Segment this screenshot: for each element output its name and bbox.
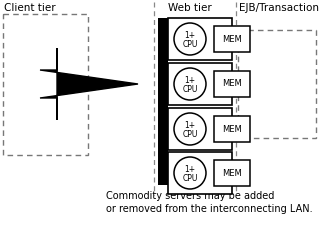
Text: Client tier: Client tier [4,3,56,13]
Bar [158,18,168,185]
Bar [168,108,232,150]
Text: EJB/Transaction tier: EJB/Transaction tier [239,3,320,13]
Circle shape [174,68,206,100]
Text: MEM: MEM [222,125,242,134]
Text: 1+
CPU: 1+ CPU [182,121,198,139]
Circle shape [174,113,206,145]
Bar [214,26,250,52]
Bar [3,14,88,155]
Bar [238,30,316,138]
Bar [214,160,250,186]
Text: MEM: MEM [222,168,242,177]
Text: 1+
CPU: 1+ CPU [182,31,198,49]
Bar [168,63,232,105]
Text: 1+
CPU: 1+ CPU [182,165,198,183]
Text: Web tier: Web tier [168,3,212,13]
Bar [168,18,232,60]
Circle shape [174,157,206,189]
Polygon shape [40,48,138,120]
Text: 1+
CPU: 1+ CPU [182,76,198,94]
Bar [168,152,232,194]
Text: MEM: MEM [222,34,242,43]
Bar [214,71,250,97]
Circle shape [174,23,206,55]
Text: MEM: MEM [222,79,242,88]
Text: Commodity servers may be added
or removed from the interconnecting LAN.: Commodity servers may be added or remove… [106,191,312,214]
Bar [214,116,250,142]
